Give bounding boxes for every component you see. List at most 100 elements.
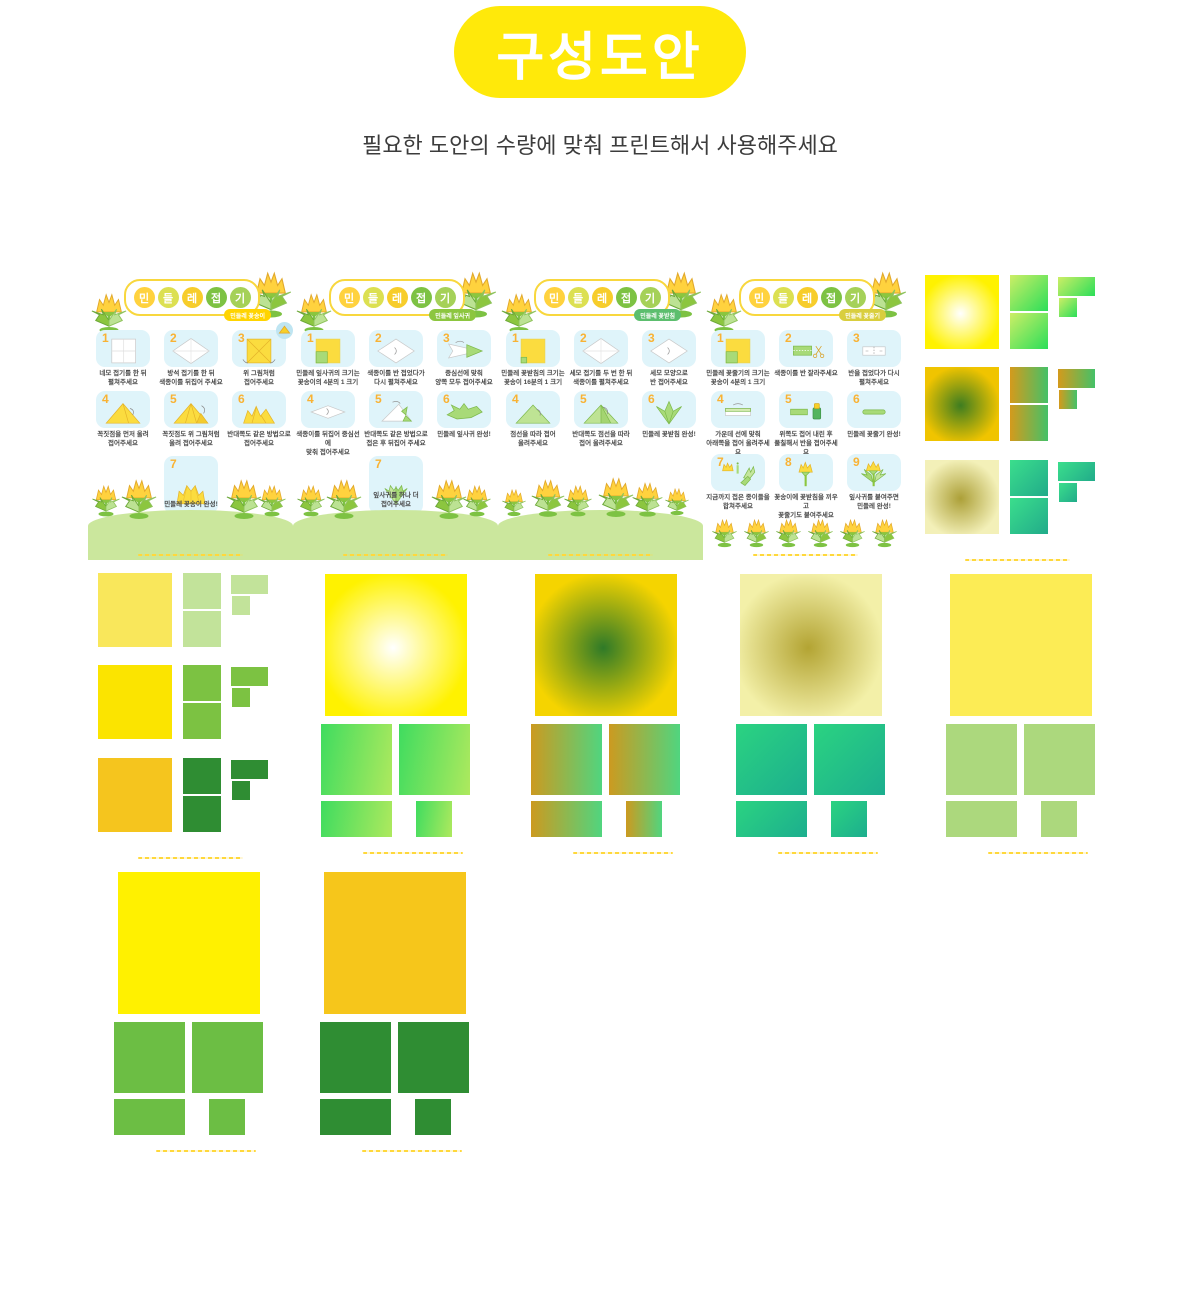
step-card: 1 [301, 330, 355, 367]
paper-medium-green [814, 724, 885, 795]
copyright-microtext [778, 852, 878, 854]
title-char: 레 [796, 287, 818, 308]
paper-medium-green [192, 1022, 263, 1093]
paper-strip-green [1058, 462, 1095, 481]
step-caption: 민들레 꽃줄기의 크기는 꽃송이 4분의 1 크기 [706, 370, 770, 386]
instruction-sheet-1: 민 들 레 접 기 민들레 꽃송이 1 네모 접기를 한 뒤 펼쳐주세요 2 방석 접기를 한 뒤… [88, 271, 293, 564]
paper-medium-green [183, 665, 221, 701]
paper-small-green [1041, 801, 1077, 837]
flower-fan-diagram [170, 480, 212, 508]
step-card: 4 [96, 391, 150, 428]
dandelion-flower-icon [120, 478, 158, 520]
step-card: 7 [711, 454, 765, 491]
title-char: 레 [386, 287, 408, 308]
step-caption: 민들레 꽃송이 완성! [164, 501, 218, 509]
pattern-sheet-7 [111, 868, 301, 1160]
step-card: 2 [164, 330, 218, 367]
square-grid-diagram [102, 337, 144, 365]
paper-large-yellow [535, 574, 677, 716]
step-card: 4 [711, 391, 765, 428]
grass-hill [498, 510, 703, 560]
step-card: 6 [232, 391, 286, 428]
paper-strip-green [321, 801, 392, 837]
step-card: 3 [232, 322, 293, 367]
step-caption: 위 그림처럼 접어주세요 [243, 370, 275, 386]
title-char: 접 [615, 287, 637, 308]
sheet-part-badge: 민들레 꽃송이 [224, 309, 271, 321]
sheet-part-badge: 민들레 꽃받침 [634, 309, 681, 321]
page-title: 구성도안 [496, 28, 704, 87]
step-number: 1 [307, 331, 314, 345]
step-number: 1 [102, 331, 109, 345]
pattern-sheet-4 [528, 570, 718, 862]
paper-large-yellow [950, 574, 1092, 716]
tri-yellow-fold-diagram [170, 398, 212, 426]
step-number: 3 [443, 331, 450, 345]
rect-fold-diagram [717, 398, 759, 426]
step-number: 2 [785, 331, 792, 345]
tri-green-diagram [512, 398, 554, 426]
step-card: 2 [574, 330, 628, 367]
dandelion-flower-icon [807, 518, 834, 548]
copyright-microtext [965, 559, 1070, 561]
paper-group [925, 367, 1110, 441]
paper-small-green [416, 801, 452, 837]
step-caption: 잎사귀를 붙여주면 민들레 완성! [849, 494, 899, 510]
sq-quarter-diagram [717, 337, 759, 365]
step-card: 6 [847, 391, 901, 428]
dandelion-flower-icon [91, 484, 121, 517]
step-number: 9 [853, 455, 860, 469]
copyright-microtext [156, 1150, 256, 1152]
step-card: 6 [642, 391, 696, 428]
dandelion-flower-icon [711, 518, 738, 548]
dandelion-flower-icon [325, 478, 363, 520]
step-caption: 세모 모양으로 반 접어주세요 [650, 370, 688, 386]
title-char: 들 [157, 287, 179, 308]
title-char: 들 [567, 287, 589, 308]
title-char: 들 [772, 287, 794, 308]
pattern-sheet-2 [98, 570, 288, 862]
paper-medium-green [1010, 405, 1048, 441]
step-number: 1 [512, 331, 519, 345]
paper-strip-green [1058, 369, 1095, 388]
step-number: 5 [170, 392, 177, 406]
step-caption: 가운데 선에 맞춰 아래쪽을 접어 올려주세요 [706, 431, 770, 456]
step-caption: 색종이를 반 접었다가 다시 펼쳐주세요 [367, 370, 425, 386]
step-card: 2 [369, 330, 423, 367]
paper-strip-green [531, 801, 602, 837]
paper-strip-green [114, 1099, 185, 1135]
dandelion-flower-icon [257, 484, 287, 517]
step-caption: 점선을 따라 접어 올려주세요 [510, 431, 556, 447]
paper-strip-green [231, 667, 268, 686]
paper-medium-green [736, 724, 807, 795]
paper-large-yellow [98, 573, 172, 647]
title-char: 들 [362, 287, 384, 308]
paper-small-green [1059, 298, 1077, 317]
step-card: 5 [574, 391, 628, 428]
title-char: 민 [133, 287, 155, 308]
copyright-microtext [988, 852, 1088, 854]
paper-large-yellow [925, 275, 999, 349]
title-char: 민 [338, 287, 360, 308]
dandelion-flower-icon [871, 518, 898, 548]
step-caption: 민들레 꽃받침 완성! [642, 431, 696, 438]
paper-medium-green [321, 724, 392, 795]
paper-medium-green [183, 703, 221, 739]
dandelion-flower-icon [454, 270, 498, 318]
paper-small-green [232, 688, 250, 707]
paper-small-green [626, 801, 662, 837]
title-char: 레 [591, 287, 613, 308]
step-number: 6 [853, 392, 860, 406]
copyright-microtext [753, 554, 858, 556]
rect-dots-diagram [853, 337, 895, 365]
paper-medium-green [1010, 275, 1048, 311]
copyright-microtext [362, 1150, 462, 1152]
step-caption: 중심선에 맞춰 양쪽 모두 접어주세요 [435, 370, 493, 386]
paper-large-yellow [925, 367, 999, 441]
dandelion-flower-icon [743, 518, 770, 548]
title-char: 레 [181, 287, 203, 308]
step-caption: 색종이를 뒤집어 중심선에 맞춰 접어주세요 [296, 431, 360, 456]
step-number: 3 [648, 331, 655, 345]
